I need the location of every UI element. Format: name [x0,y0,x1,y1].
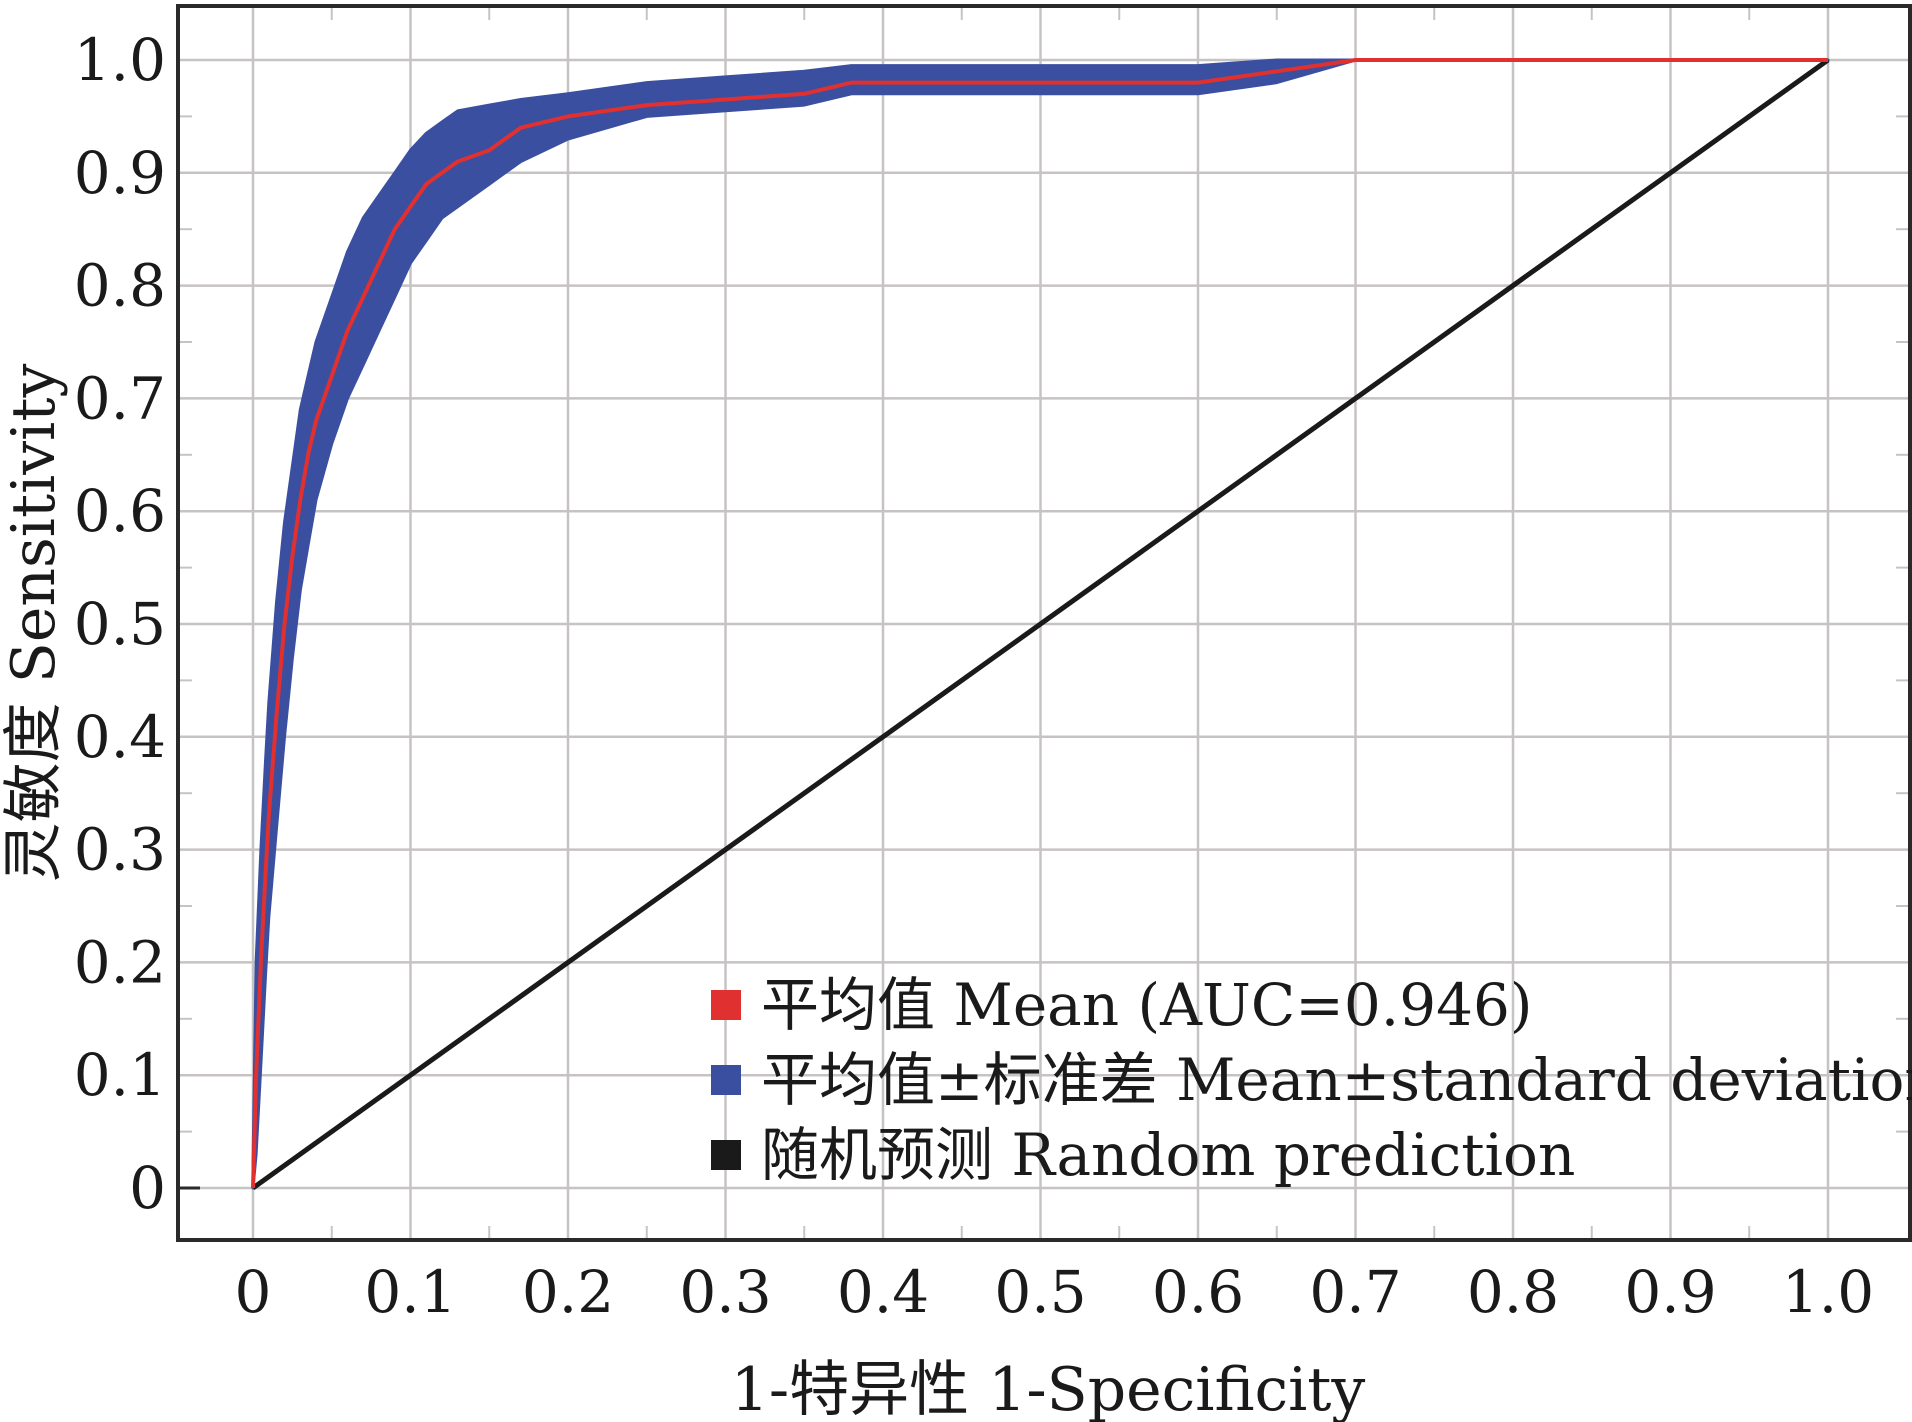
x-tick-label: 0.1 [364,1258,456,1326]
y-tick-label: 0.2 [74,928,166,996]
legend: 平均值 Mean (AUC=0.946) 平均值±标准差 Mean±standa… [711,971,1912,1189]
y-tick-label: 0.9 [74,139,166,207]
x-tick-label: 0 [235,1258,272,1326]
mean-roc-line [251,58,1828,1189]
x-tick-label: 0.8 [1467,1258,1559,1326]
x-tick-label: 0.6 [1152,1258,1244,1326]
y-tick-label: 0 [129,1154,166,1222]
line-layer [251,57,1830,1191]
y-tick-label: 0.4 [74,703,166,771]
random-prediction-line [251,57,1830,1191]
y-tick-label: 0.8 [74,252,166,320]
x-tick-label: 1.0 [1782,1258,1874,1326]
y-tick-label: 0.1 [74,1041,166,1109]
y-axis-title: 灵敏度 Sensitivity [0,364,69,883]
x-tick-label: 0.9 [1624,1258,1716,1326]
x-tick-labels: 0 0.1 0.2 0.3 0.4 0.5 0.6 0.7 0.8 0.9 1.0 [235,1258,1875,1326]
legend-label-random: 随机预测 Random prediction [761,1121,1575,1189]
legend-label-mean: 平均值 Mean (AUC=0.946) [761,971,1533,1039]
x-tick-label: 0.5 [994,1258,1086,1326]
y-tick-label: 0.5 [74,590,166,658]
plot-frame [176,4,1912,1242]
legend-swatch-random [711,1140,741,1170]
legend-swatch-mean [711,990,741,1020]
y-tick-label: 0.3 [74,816,166,884]
x-tick-label: 0.4 [837,1258,929,1326]
y-tick-label: 0.6 [74,477,166,545]
y-tick-labels: 0 0.1 0.2 0.3 0.4 0.5 0.6 0.7 0.8 0.9 1.0 [74,26,166,1222]
x-tick-label: 0.2 [522,1258,614,1326]
x-tick-label: 0.7 [1309,1258,1401,1326]
x-tick-label: 0.3 [679,1258,771,1326]
y-tick-label: 1.0 [74,26,166,94]
legend-label-std-band: 平均值±标准差 Mean±standard deviation [761,1046,1912,1114]
y-tick-label: 0.7 [74,364,166,432]
x-axis-title: 1-特异性 1-Specificity [731,1355,1366,1422]
legend-swatch-std-band [711,1065,741,1095]
